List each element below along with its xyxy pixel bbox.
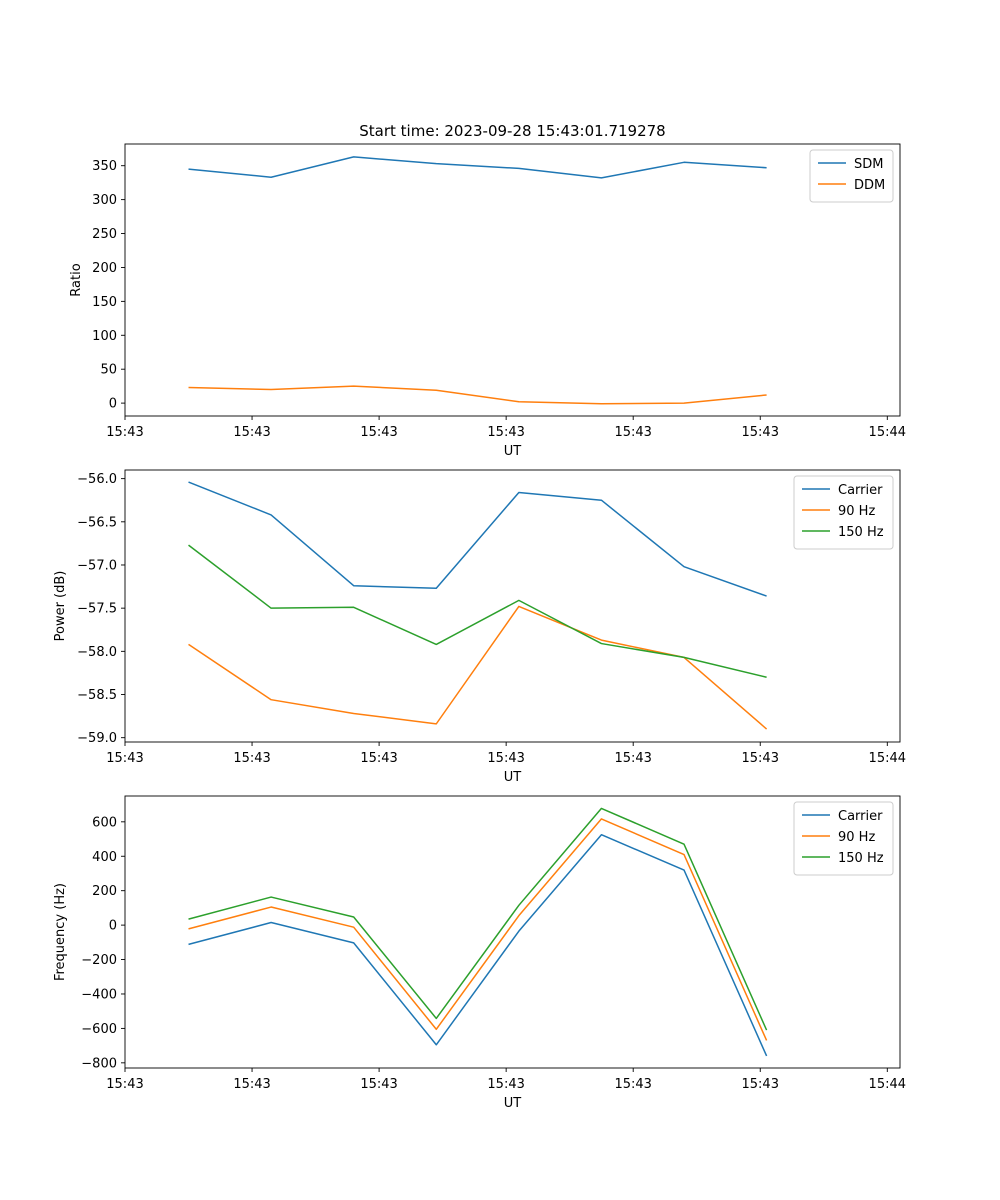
axes-frame-ratio (124, 143, 901, 417)
panel-power: 15:43 15:43 15:43 15:43 15:43 15:43 15:44 −59.0… (53, 469, 906, 785)
x-tick-label-frequency-5: 15:43 (742, 1077, 779, 1092)
y-tick-label-ratio-0: 0 (109, 397, 117, 412)
x-tick-label-frequency-2: 15:43 (360, 1077, 397, 1092)
x-tick-label-frequency-1: 15:43 (233, 1077, 270, 1092)
axes-frame-power (124, 469, 901, 743)
y-tick-label-power-4: −57.0 (77, 558, 117, 573)
x-tick-label-ratio-2: 15:43 (360, 425, 397, 440)
x-tick-label-ratio-1: 15:43 (233, 425, 270, 440)
y-tick-label-ratio-4: 200 (92, 261, 117, 276)
series-line-frequency-90-hz (188, 818, 768, 1041)
x-tick-label-power-5: 15:43 (742, 751, 779, 766)
legend-frequency: Carrier 90 Hz 150 Hz (793, 801, 894, 876)
y-axis-label-frequency: Frequency (Hz) (53, 883, 68, 981)
x-tick-label-ratio-4: 15:43 (614, 425, 651, 440)
axes-frame-frequency (124, 795, 901, 1069)
x-tick-label-power-1: 15:43 (233, 751, 270, 766)
x-tick-label-power-6: 15:44 (869, 751, 906, 766)
y-tick-label-frequency-2: −400 (81, 987, 117, 1002)
x-tick-label-power-2: 15:43 (360, 751, 397, 766)
figure-title: Start time: 2023-09-28 15:43:01.719278 (359, 122, 665, 140)
legend-ratio: SDM DDM (809, 149, 894, 203)
y-axis-label-power: Power (dB) (53, 571, 68, 642)
y-axis-label-ratio: Ratio (69, 263, 84, 296)
y-tick-label-frequency-4: 0 (109, 919, 117, 934)
x-tick-label-frequency-3: 15:43 (487, 1077, 524, 1092)
series-line-frequency-carrier (188, 833, 768, 1057)
series-line-power-150-hz (188, 544, 767, 678)
y-tick-label-ratio-6: 300 (92, 193, 117, 208)
y-tick-label-frequency-1: −600 (81, 1022, 117, 1037)
y-tick-label-ratio-5: 250 (92, 227, 117, 242)
series-line-ratio-ddm (188, 385, 767, 405)
y-tick-label-frequency-0: −800 (81, 1056, 117, 1071)
legend-label-ratio-sdm: SDM (854, 157, 883, 172)
x-tick-label-power-3: 15:43 (487, 751, 524, 766)
x-axis-label-ratio: UT (504, 444, 522, 459)
legend-power: Carrier 90 Hz 150 Hz (793, 475, 894, 550)
legend-label-power-150-hz: 150 Hz (838, 525, 884, 540)
x-tick-label-power-0: 15:43 (106, 751, 143, 766)
y-tick-label-ratio-7: 350 (92, 159, 117, 174)
x-tick-label-ratio-0: 15:43 (106, 425, 143, 440)
series-line-ratio-sdm (188, 156, 767, 179)
legend-label-frequency-carrier: Carrier (838, 809, 883, 824)
y-tick-label-ratio-2: 100 (92, 329, 117, 344)
y-tick-label-ratio-1: 50 (100, 363, 117, 378)
x-axis-label-frequency: UT (504, 1096, 522, 1111)
y-tick-label-frequency-6: 400 (92, 850, 117, 865)
legend-label-frequency-90-hz: 90 Hz (838, 830, 875, 845)
y-tick-label-power-2: −58.0 (77, 645, 117, 660)
legend-label-power-carrier: Carrier (838, 483, 883, 498)
series-line-frequency-150-hz (188, 807, 768, 1031)
panel-frequency: 15:43 15:43 15:43 15:43 15:43 15:43 15:44 −800 −… (53, 795, 906, 1111)
x-axis-label-power: UT (504, 770, 522, 785)
y-tick-label-frequency-5: 200 (92, 884, 117, 899)
y-tick-label-power-3: −57.5 (77, 602, 117, 617)
x-tick-label-frequency-4: 15:43 (614, 1077, 651, 1092)
legend-label-ratio-ddm: DDM (854, 178, 885, 193)
y-tick-label-frequency-3: −200 (81, 953, 117, 968)
y-tick-label-power-6: −56.0 (77, 472, 117, 487)
x-tick-label-power-4: 15:43 (614, 751, 651, 766)
x-tick-label-frequency-6: 15:44 (869, 1077, 906, 1092)
y-tick-label-frequency-7: 600 (92, 815, 117, 830)
panels: 15:43 15:43 15:43 15:43 15:43 15:43 15:44 0 50 10… (53, 143, 906, 1111)
series-line-power-carrier (188, 481, 767, 597)
y-tick-label-power-1: −58.5 (77, 688, 117, 703)
panel-ratio: 15:43 15:43 15:43 15:43 15:43 15:43 15:44 0 50 10… (69, 143, 906, 459)
x-tick-label-ratio-5: 15:43 (742, 425, 779, 440)
y-tick-label-power-5: −56.5 (77, 515, 117, 530)
legend-label-power-90-hz: 90 Hz (838, 504, 875, 519)
legend-label-frequency-150-hz: 150 Hz (838, 851, 884, 866)
x-tick-label-ratio-3: 15:43 (487, 425, 524, 440)
y-tick-label-power-0: −59.0 (77, 731, 117, 746)
y-tick-label-ratio-3: 150 (92, 295, 117, 310)
x-tick-label-ratio-6: 15:44 (869, 425, 906, 440)
x-tick-label-frequency-0: 15:43 (106, 1077, 143, 1092)
